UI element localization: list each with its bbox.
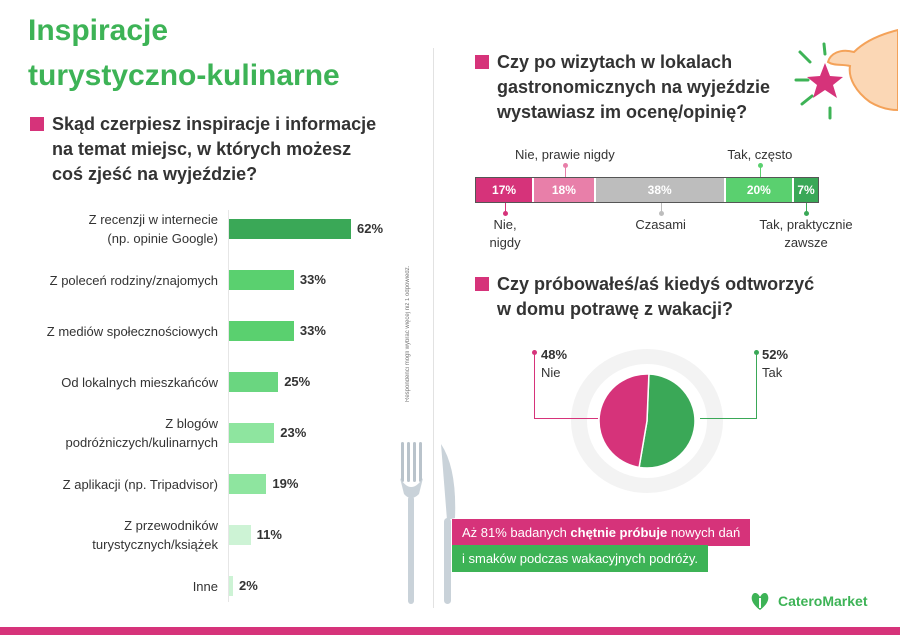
segment-annotation: Nie, nigdy (489, 217, 521, 250)
bar-value-label: 33% (299, 272, 326, 287)
stacked-bar-frame (475, 177, 819, 203)
banner-post: nowych dań (667, 525, 741, 540)
bar-category-label: Z recenzji w internecie (np. opinie Goog… (88, 212, 218, 246)
bar (229, 372, 279, 392)
bar-category-label: Inne (192, 578, 218, 594)
pie-slice-value: 48% (541, 347, 568, 362)
banner-bold: chętnie próbuje (570, 525, 668, 540)
segment-annotation-tick (806, 203, 808, 215)
pie-leader-dot (532, 350, 537, 355)
question-reviews-text: Czy po wizytach w lokalach gastronomiczn… (497, 52, 771, 122)
page-title: Inspiracje turystyczno-kulinarne (28, 14, 340, 92)
banner-pre: Aż 81% badanych (462, 525, 571, 540)
bar-category-label: Od lokalnych mieszkańców (61, 374, 218, 390)
segment-annotation-tick (505, 203, 507, 215)
pink-square-icon (475, 55, 489, 69)
segment-annotation-dot (562, 163, 568, 168)
stacked-segment: 18% (534, 178, 594, 202)
cateromarket-logo-icon (751, 593, 769, 610)
bar-value-label: 33% (299, 323, 326, 338)
question-sources-text: Skąd czerpiesz inspiracje i informacje n… (52, 114, 377, 184)
question-reviews: Czy po wizytach w lokalach gastronomiczn… (475, 50, 805, 130)
pink-square-icon (475, 277, 489, 291)
bar-category-label: Z przewodników turystycznych/książek (92, 518, 218, 552)
pie-leader-line (534, 418, 598, 419)
logo: CateroMarket (748, 590, 867, 612)
pie-leader-line (534, 352, 535, 418)
divider-line (433, 48, 434, 608)
segment-annotation-tick (759, 165, 761, 177)
bar-axis (228, 210, 229, 602)
pie-leader-line (756, 352, 757, 418)
hand-star-icon (794, 28, 898, 120)
stacked-segment: 38% (595, 178, 724, 202)
stacked-segment: 7% (794, 178, 818, 202)
pink-square-icon (30, 117, 44, 131)
pie-leader-dot (754, 350, 759, 355)
segment-annotation-dot (804, 211, 810, 216)
segment-annotation-dot (503, 211, 509, 216)
pie-slice-annotation: 48% Nie (541, 346, 567, 382)
fork-knife-icon (400, 442, 456, 604)
bar (229, 321, 294, 341)
segment-annotation-dot (757, 163, 763, 168)
bar-category-label: Z mediów społecznościowych (46, 323, 218, 339)
segment-annotation-dot (658, 211, 664, 216)
segment-annotation: Nie, prawie nigdy (515, 147, 615, 162)
segment-annotation: Czasami (635, 217, 686, 232)
bar-value-label: 19% (272, 476, 299, 491)
stacked-segment: 20% (725, 178, 793, 202)
bar (229, 474, 267, 494)
bar-category-label: Z blogów podróżniczych/kulinarnych (65, 416, 218, 450)
bar-value-label: 23% (280, 425, 307, 440)
segment-annotation: Tak, często (727, 147, 793, 162)
segment-annotation-tick (564, 165, 566, 177)
logo-text: CateroMarket (778, 593, 868, 609)
bar (229, 525, 251, 545)
bar-value-label: 11% (256, 527, 282, 542)
pie-slice (638, 373, 696, 469)
pie-leader-line (700, 418, 757, 419)
segment-annotation-tick (660, 203, 662, 215)
bar (229, 423, 275, 443)
segment-annotation: Tak, praktycznie zawsze (759, 217, 853, 250)
multiple-answers-note: Respondenci mogli wybrać więcej niż 1 od… (405, 265, 411, 402)
stacked-segment: 17% (476, 178, 533, 202)
question-sources: Skąd czerpiesz inspiracje i informacje n… (30, 112, 410, 192)
bottom-stripe (0, 627, 900, 635)
pie-slice-label: Nie (541, 365, 561, 380)
summary-banner-line1: Aż 81% badanych chętnie próbuje nowych d… (452, 519, 751, 546)
pie-slice-label: Tak (762, 365, 783, 380)
pie-slice (598, 373, 650, 469)
pie-slice-annotation: 52% Tak (762, 346, 788, 382)
bar-category-label: Z poleceń rodziny/znajomych (49, 272, 218, 288)
pie-slice-value: 52% (762, 347, 789, 362)
bar-value-label: 25% (284, 374, 311, 389)
bar-value-label: 2% (239, 578, 258, 593)
bar-category-label: Z aplikacji (np. Tripadvisor) (62, 476, 218, 492)
bar-value-label: 62% (357, 221, 384, 236)
bar (229, 270, 294, 290)
bar (229, 576, 233, 596)
question-recreate: Czy próbowałeś/aś kiedyś odtworzyć w dom… (475, 272, 835, 328)
bar (229, 219, 351, 239)
summary-banner-line2: i smaków podczas wakacyjnych podróży. (452, 545, 709, 572)
plate-pie-chart (571, 349, 723, 493)
question-recreate-text: Czy próbowałeś/aś kiedyś odtworzyć w dom… (497, 274, 815, 319)
